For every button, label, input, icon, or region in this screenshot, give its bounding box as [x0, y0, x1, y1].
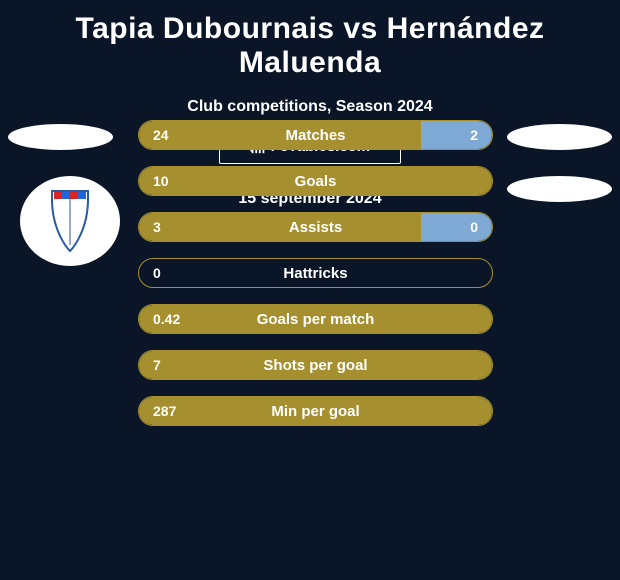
stat-value-left: 10: [153, 167, 169, 195]
stat-row: Shots per goal7: [138, 350, 493, 380]
stat-row: Min per goal287: [138, 396, 493, 426]
player-left-badge-1: [8, 124, 113, 150]
stat-row: Goals per match0.42: [138, 304, 493, 334]
stat-row: Hattricks0: [138, 258, 493, 288]
stat-label: Goals: [139, 167, 492, 195]
player-right-badge-2: [507, 176, 612, 202]
stat-value-left: 7: [153, 351, 161, 379]
stat-label: Hattricks: [139, 259, 492, 287]
stat-label: Assists: [139, 213, 492, 241]
stat-value-right: 2: [470, 121, 478, 149]
stat-value-left: 0: [153, 259, 161, 287]
stat-label: Shots per goal: [139, 351, 492, 379]
stat-value-left: 287: [153, 397, 176, 425]
stat-value-left: 0.42: [153, 305, 180, 333]
stat-row: Assists3 0: [138, 212, 493, 242]
stat-row: Goals10: [138, 166, 493, 196]
stat-value-left: 3: [153, 213, 161, 241]
club-badge-left: [20, 176, 120, 266]
stat-label: Goals per match: [139, 305, 492, 333]
stat-row: Matches24 2: [138, 120, 493, 150]
stat-value-left: 24: [153, 121, 169, 149]
page-title: Tapia Dubournais vs Hernández Maluenda: [0, 0, 620, 80]
subtitle: Club competitions, Season 2024: [0, 98, 620, 116]
stat-value-right: 0: [470, 213, 478, 241]
stat-label: Matches: [139, 121, 492, 149]
player-right-badge-1: [507, 124, 612, 150]
stat-label: Min per goal: [139, 397, 492, 425]
stats-container: Matches242Goals10Assists30Hattricks0Goal…: [138, 120, 493, 442]
shield-icon: [48, 189, 92, 253]
